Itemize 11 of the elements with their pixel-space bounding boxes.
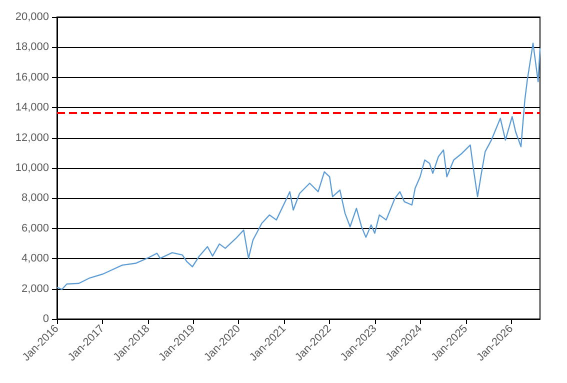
y-tick-label: 8,000 <box>21 192 49 204</box>
y-tick-label: 14,000 <box>15 102 49 114</box>
y-tick-label: 10,000 <box>15 162 49 174</box>
y-tick-label: 12,000 <box>15 132 49 144</box>
y-tick-label: 18,000 <box>15 41 49 54</box>
y-tick-label: 16,000 <box>15 71 49 84</box>
y-tick-label: 6,000 <box>21 222 49 234</box>
y-tick-label: 2,000 <box>21 282 49 295</box>
y-tick-label: 20,000 <box>15 11 49 23</box>
y-tick-label: 4,000 <box>21 252 49 265</box>
y-tick-label: 0 <box>42 313 49 325</box>
